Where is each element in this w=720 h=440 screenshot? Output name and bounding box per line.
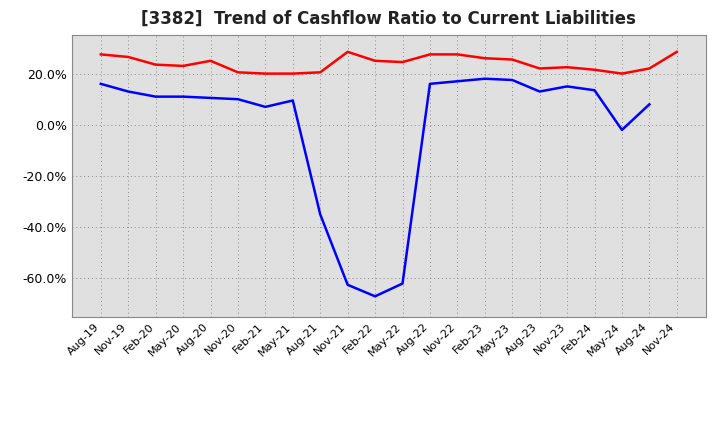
Title: [3382]  Trend of Cashflow Ratio to Current Liabilities: [3382] Trend of Cashflow Ratio to Curren… <box>141 10 636 28</box>
